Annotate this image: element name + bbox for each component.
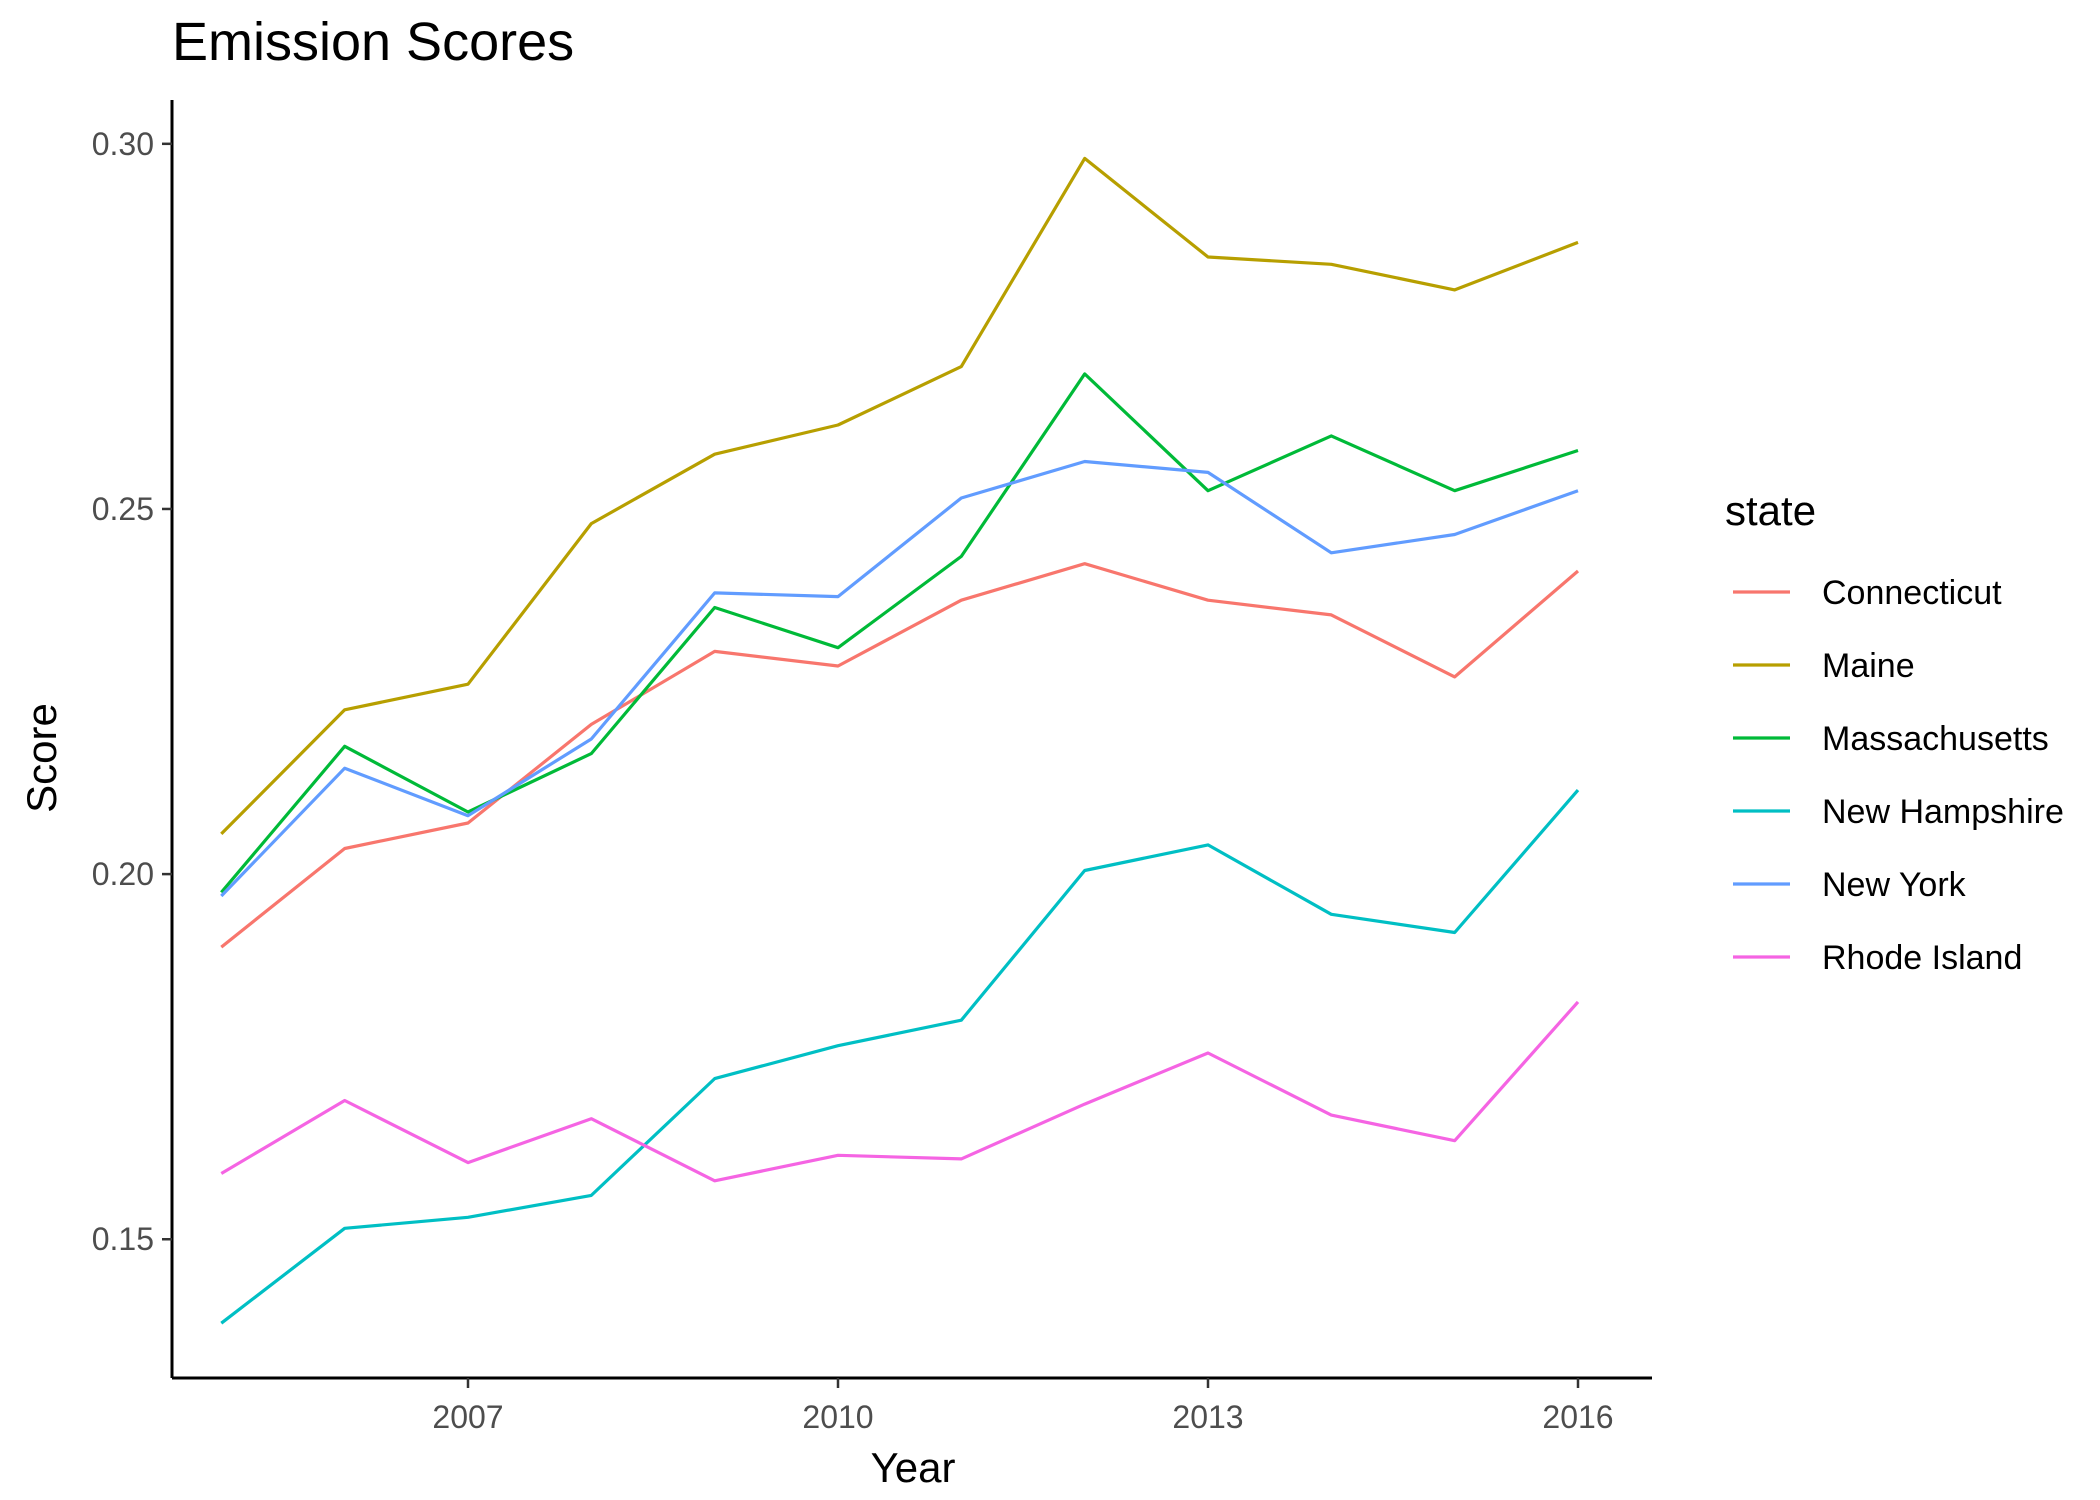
series-line-maine (220, 156, 1579, 836)
legend-label-massachusetts: Massachusetts (1822, 720, 2049, 758)
legend-label-rhode-island: Rhode Island (1822, 939, 2022, 977)
x-tick-label: 2007 (432, 1399, 503, 1435)
y-tick-label: 0.30 (92, 126, 154, 162)
y-tick-label: 0.15 (92, 1221, 154, 1257)
y-axis-title: Score (18, 703, 65, 813)
legend-label-new-hampshire: New Hampshire (1822, 793, 2064, 831)
legend-label-new-york: New York (1822, 866, 1967, 904)
axes: 0.15 0.20 0.25 0.30 2007 2010 2013 2016 (92, 100, 1652, 1435)
x-axis-title: Year (871, 1444, 956, 1491)
legend: state Connecticut Maine Massachusetts New Ha… (1725, 487, 2064, 977)
series-line-new-hampshire (220, 789, 1580, 1325)
legend-label-connecticut: Connecticut (1822, 574, 2002, 612)
x-tick-label: 2013 (1172, 1399, 1243, 1435)
plot-area (220, 156, 1580, 1325)
series-line-rhode-island (220, 1000, 1580, 1183)
y-tick-label: 0.20 (92, 856, 154, 892)
y-tick-label: 0.25 (92, 491, 154, 527)
legend-title: state (1725, 487, 1816, 534)
legend-label-maine: Maine (1822, 647, 1915, 685)
chart-title: Emission Scores (172, 12, 574, 72)
series-line-connecticut (220, 562, 1580, 949)
x-tick-label: 2010 (802, 1399, 873, 1435)
x-tick-label: 2016 (1542, 1399, 1613, 1435)
series-line-new-york (220, 459, 1579, 898)
series-line-massachusetts (220, 372, 1579, 894)
